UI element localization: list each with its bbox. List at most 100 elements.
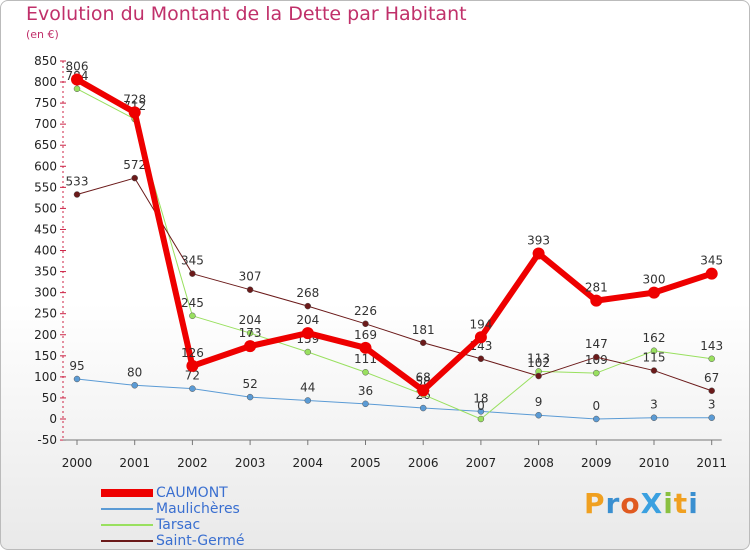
data-point-caumont <box>590 294 603 307</box>
data-point-caumont <box>71 73 83 86</box>
x-tick-label: 2000 <box>62 456 93 470</box>
data-label-saint-germe: 572 <box>123 158 146 172</box>
data-point-caumont <box>359 341 372 354</box>
y-tick-label: 650 <box>34 138 57 152</box>
data-point-saint-germe <box>535 372 542 380</box>
data-point-tarsac <box>304 348 312 356</box>
legend-label: Saint-Germé <box>156 533 245 549</box>
y-tick-label: 750 <box>34 96 57 110</box>
y-tick-label: 250 <box>34 307 57 321</box>
data-point-maulicheres <box>708 414 715 421</box>
x-tick-label: 2005 <box>350 456 381 470</box>
y-tick-label: 100 <box>34 370 57 384</box>
y-tick-label: 700 <box>34 117 57 131</box>
data-point-maulicheres <box>593 415 600 423</box>
series-line-saint-germe <box>76 177 712 392</box>
data-point-caumont <box>705 267 718 280</box>
x-tick-label: 2007 <box>466 456 497 470</box>
legend-swatch <box>101 524 153 526</box>
data-point-maulicheres <box>362 400 369 408</box>
data-label-caumont: 204 <box>296 313 319 327</box>
series-line-caumont <box>75 76 713 394</box>
y-tick-label: 0 <box>49 412 57 426</box>
y-tick-label: 300 <box>34 286 57 300</box>
data-label-maulicheres: 95 <box>69 359 84 373</box>
y-tick-label: 450 <box>34 222 57 236</box>
data-label-caumont: 345 <box>700 254 723 268</box>
data-label-maulicheres: 3 <box>708 398 716 412</box>
data-point-saint-germe <box>593 353 600 361</box>
data-label-saint-germe: 67 <box>704 371 719 385</box>
data-point-tarsac <box>246 329 254 337</box>
x-tick-label: 2001 <box>119 456 150 470</box>
series-line-maulicheres <box>76 378 712 420</box>
data-label-tarsac: 162 <box>643 331 666 345</box>
y-tick-label: 850 <box>34 54 57 68</box>
data-label-caumont: 194 <box>469 317 492 331</box>
data-point-maulicheres <box>650 414 658 421</box>
data-label-caumont: 728 <box>123 92 146 106</box>
legend-label: Maulichères <box>156 501 240 517</box>
data-label-saint-germe: 102 <box>527 356 550 370</box>
data-point-tarsac <box>708 355 715 363</box>
proxiti-logo: ProXiti <box>584 487 699 520</box>
data-point-caumont <box>474 331 487 344</box>
data-point-caumont <box>417 384 430 397</box>
data-label-tarsac: 143 <box>700 339 723 353</box>
data-point-maulicheres <box>131 382 138 389</box>
data-point-maulicheres <box>419 404 427 412</box>
data-label-saint-germe: 115 <box>643 351 666 365</box>
data-label-maulicheres: 36 <box>358 384 373 398</box>
data-point-saint-germe <box>419 339 427 347</box>
data-label-saint-germe: 307 <box>239 270 262 284</box>
data-label-saint-germe: 226 <box>354 304 377 318</box>
data-point-maulicheres <box>477 408 485 415</box>
data-label-caumont: 68 <box>416 370 431 384</box>
data-label-caumont: 281 <box>585 281 608 295</box>
data-point-maulicheres <box>535 411 542 419</box>
data-point-tarsac <box>362 368 369 376</box>
data-point-tarsac <box>650 347 658 355</box>
x-tick-label: 2009 <box>581 456 612 470</box>
data-label-maulicheres: 0 <box>592 399 600 413</box>
x-tick-label: 2011 <box>696 456 727 470</box>
data-point-caumont <box>301 327 314 340</box>
data-label-caumont: 300 <box>643 273 666 287</box>
data-label-saint-germe: 533 <box>66 175 89 189</box>
data-point-tarsac <box>189 312 196 320</box>
data-label-maulicheres: 44 <box>300 380 315 394</box>
y-tick-label: 400 <box>34 244 57 258</box>
chart-subtitle: (en €) <box>26 28 59 41</box>
y-tick-label: 200 <box>34 328 57 342</box>
data-label-caumont: 806 <box>66 60 89 74</box>
data-point-saint-germe <box>650 367 658 374</box>
data-label-tarsac: 113 <box>527 351 550 365</box>
data-label-maulicheres: 72 <box>185 369 200 383</box>
y-tick-label: 500 <box>34 201 57 215</box>
series-line-tarsac <box>76 88 712 420</box>
data-point-saint-germe <box>246 286 254 293</box>
data-point-saint-germe <box>304 302 312 310</box>
y-tick-label: 550 <box>34 180 57 194</box>
legend-label: CAUMONT <box>156 485 228 501</box>
x-tick-label: 2006 <box>408 456 439 470</box>
legend-swatch <box>101 508 153 510</box>
x-tick-label: 2010 <box>639 456 670 470</box>
data-point-tarsac <box>477 415 485 423</box>
data-label-caumont: 393 <box>527 233 550 247</box>
data-point-maulicheres <box>304 397 312 404</box>
chart-title: Evolution du Montant de la Dette par Hab… <box>26 3 467 25</box>
data-point-saint-germe <box>362 320 369 328</box>
y-tick-label: 600 <box>34 159 57 173</box>
data-point-caumont <box>648 286 660 299</box>
data-point-tarsac <box>593 369 600 377</box>
x-tick-label: 2003 <box>235 456 266 470</box>
data-label-saint-germe: 268 <box>296 286 319 300</box>
data-label-tarsac: 245 <box>181 296 204 310</box>
data-label-maulicheres: 80 <box>127 365 142 379</box>
data-point-caumont <box>186 359 199 372</box>
data-point-maulicheres <box>73 375 81 383</box>
data-point-caumont <box>244 340 257 353</box>
